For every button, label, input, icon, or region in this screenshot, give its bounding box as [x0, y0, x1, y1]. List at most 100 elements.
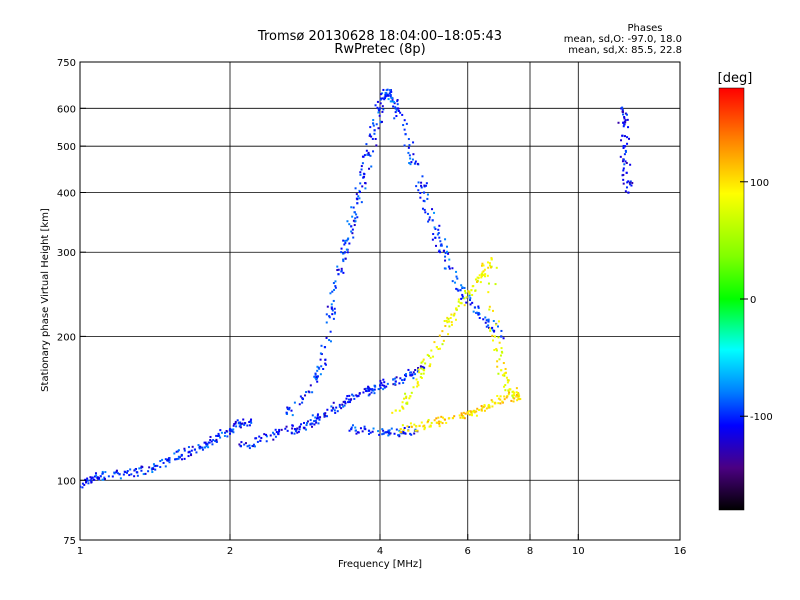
- data-point: [622, 182, 625, 185]
- data-point: [474, 289, 477, 292]
- data-point: [492, 309, 495, 312]
- data-point: [352, 394, 355, 397]
- data-point: [407, 429, 410, 432]
- data-point: [351, 393, 354, 396]
- data-point: [298, 428, 301, 431]
- data-point: [370, 165, 373, 168]
- data-point: [463, 417, 466, 420]
- colorbar: [718, 87, 745, 511]
- data-point: [381, 433, 384, 436]
- data-point: [358, 197, 361, 200]
- data-point: [285, 411, 288, 414]
- data-point: [622, 178, 625, 181]
- data-point: [347, 398, 350, 401]
- y-tick-label: 100: [57, 476, 76, 487]
- data-point: [507, 393, 510, 396]
- data-point: [416, 370, 419, 373]
- data-point: [89, 479, 92, 482]
- data-point: [388, 432, 391, 435]
- data-point: [435, 417, 438, 420]
- data-point: [457, 289, 460, 292]
- data-point: [420, 186, 423, 189]
- data-point: [373, 384, 376, 387]
- data-point: [473, 411, 476, 414]
- data-point: [191, 445, 194, 448]
- data-point: [275, 430, 278, 433]
- data-point: [438, 422, 441, 425]
- data-point: [493, 335, 497, 338]
- data-point: [239, 426, 242, 429]
- data-point: [405, 122, 408, 125]
- data-point: [101, 472, 104, 475]
- data-point: [355, 213, 358, 216]
- data-point: [223, 434, 226, 437]
- data-point: [398, 382, 401, 385]
- data-point: [433, 211, 436, 214]
- data-point: [404, 392, 407, 395]
- data-point: [443, 249, 446, 252]
- data-point: [627, 126, 630, 129]
- data-point: [316, 413, 319, 416]
- data-point: [99, 475, 102, 478]
- data-point: [246, 445, 249, 448]
- data-point: [203, 441, 206, 444]
- data-point: [407, 151, 410, 154]
- data-point: [322, 367, 325, 370]
- data-point: [345, 239, 348, 242]
- data-point: [381, 97, 384, 100]
- data-point: [455, 270, 458, 273]
- data-point: [500, 347, 503, 350]
- data-point: [504, 389, 507, 392]
- data-point: [498, 341, 501, 344]
- data-point: [504, 384, 507, 387]
- data-point: [428, 218, 431, 221]
- data-point: [475, 410, 478, 413]
- data-point: [419, 192, 422, 195]
- data-point: [392, 378, 395, 381]
- x-axis-ticks: 1 2 4 6 8 10 16: [77, 534, 686, 557]
- data-point: [501, 351, 504, 354]
- data-point: [434, 227, 437, 230]
- data-point: [83, 483, 86, 486]
- data-point: [347, 401, 350, 404]
- data-point: [409, 422, 412, 425]
- data-point: [329, 292, 332, 295]
- data-point: [443, 267, 446, 270]
- data-point: [410, 433, 413, 436]
- data-point: [350, 398, 353, 401]
- data-point: [180, 458, 183, 461]
- data-point: [506, 395, 509, 398]
- data-point: [363, 388, 366, 391]
- data-point: [505, 396, 508, 399]
- data-point: [381, 428, 384, 431]
- data-point: [399, 111, 402, 114]
- data-point: [422, 368, 425, 371]
- data-point: [422, 425, 425, 428]
- data-point: [383, 98, 386, 101]
- data-point: [406, 425, 409, 428]
- data-point: [346, 251, 349, 254]
- data-point: [368, 167, 371, 170]
- data-point: [503, 398, 506, 401]
- data-point: [487, 266, 490, 269]
- data-point: [498, 358, 501, 361]
- data-point: [382, 378, 385, 381]
- data-point: [461, 295, 464, 298]
- data-point: [511, 390, 514, 393]
- data-point: [333, 307, 336, 310]
- data-point: [416, 385, 419, 388]
- data-point: [389, 432, 392, 435]
- data-point: [135, 471, 138, 474]
- data-point: [293, 428, 297, 431]
- data-point: [481, 262, 484, 265]
- data-point: [381, 105, 384, 108]
- data-point: [354, 220, 357, 223]
- data-point: [313, 375, 316, 378]
- data-point: [354, 187, 357, 190]
- data-point: [190, 454, 193, 457]
- data-point: [491, 405, 494, 408]
- data-point: [426, 421, 429, 424]
- data-point: [470, 413, 473, 416]
- data-point: [375, 144, 378, 147]
- data-point: [318, 418, 321, 421]
